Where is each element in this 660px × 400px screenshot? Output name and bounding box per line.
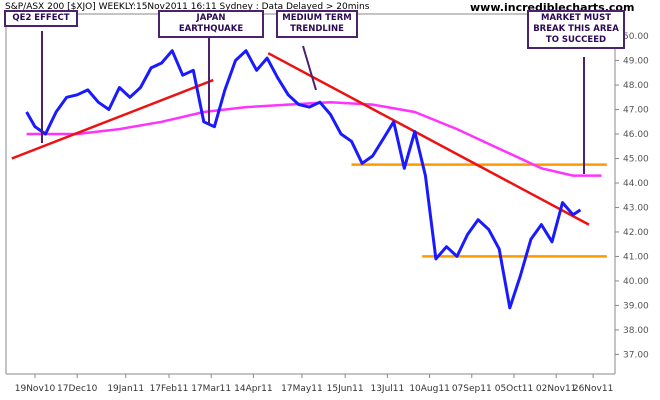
y-tick-label: 41.00	[623, 252, 649, 262]
x-tick-label: 15Jun11	[327, 384, 364, 394]
y-tick-label: 49.00	[623, 57, 649, 67]
x-tick-label: 17Dec10	[57, 384, 98, 394]
y-tick-label: 47.00	[623, 106, 649, 116]
x-tick-label: 07Sep11	[452, 384, 492, 394]
series-medium-term-trendline	[267, 52, 590, 226]
annotation-connectors	[41, 31, 585, 174]
trendline-connector	[302, 45, 317, 91]
y-tick-label: 40.00	[623, 277, 649, 287]
y-tick-label: 37.00	[623, 350, 649, 360]
chart-header: S&P/ASX 200 [$XJO] WEEKLY:15Nov2011 16:1…	[5, 2, 370, 12]
x-tick-label: 26Nov11	[573, 384, 613, 394]
medium-term-trendline-label: MEDIUM TERM TRENDLINE	[276, 10, 358, 38]
series-uptrend-line	[11, 78, 214, 160]
x-tick-label: 17May11	[281, 384, 323, 394]
qe2-effect-label: QE2 EFFECT	[4, 10, 78, 27]
x-tick-label: 17Mar11	[191, 384, 231, 394]
series-moving-average	[26, 100, 602, 177]
market-break-label: MARKET MUST BREAK THIS AREA TO SUCCEED	[527, 10, 625, 49]
y-tick-label: 50.00	[623, 32, 649, 42]
x-tick-label: 10Aug11	[409, 384, 449, 394]
y-tick-label: 43.00	[623, 203, 649, 213]
series-price	[25, 49, 582, 310]
x-tick-label: 05Oct11	[495, 384, 533, 394]
series-layer	[11, 49, 607, 310]
x-tick-label: 19Jan11	[107, 384, 144, 394]
y-tick-label: 42.00	[623, 228, 649, 238]
axis-ticks: 37.00 38.00 39.00 40.00 41.00 42.00 43.00 44.00…	[15, 32, 649, 394]
x-tick-label: 14Apr11	[234, 384, 272, 394]
japan-earthquake-label: JAPAN EARTHQUAKE	[158, 10, 264, 38]
y-tick-label: 44.00	[623, 179, 649, 189]
y-tick-label: 45.00	[623, 154, 649, 164]
x-tick-label: 02Nov11	[536, 384, 576, 394]
y-tick-label: 46.00	[623, 130, 649, 140]
x-tick-label: 17Feb11	[150, 384, 189, 394]
y-tick-label: 48.00	[623, 81, 649, 91]
x-tick-label: 13Jul11	[370, 384, 404, 394]
y-tick-label: 38.00	[623, 326, 649, 336]
x-tick-label: 19Nov10	[15, 384, 56, 394]
y-tick-label: 39.00	[623, 301, 649, 311]
